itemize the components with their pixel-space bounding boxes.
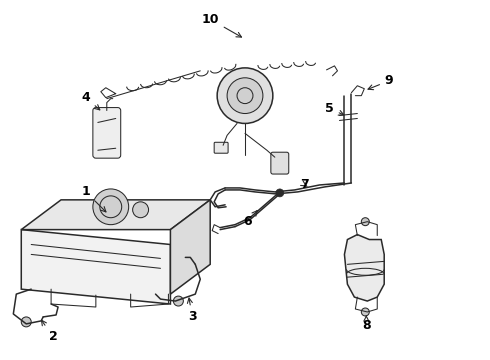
Circle shape [227,78,263,113]
Text: 5: 5 [325,102,344,115]
Circle shape [133,202,148,218]
Text: 8: 8 [362,316,370,332]
FancyBboxPatch shape [214,142,228,153]
Text: 4: 4 [81,91,100,110]
Text: 6: 6 [244,211,257,228]
Text: 10: 10 [201,13,242,37]
Polygon shape [344,235,384,301]
Circle shape [217,68,273,123]
Circle shape [21,317,31,327]
Polygon shape [21,200,210,230]
Text: 9: 9 [368,74,393,90]
Text: 3: 3 [187,298,196,323]
Polygon shape [21,230,171,304]
Circle shape [361,308,369,316]
Text: 1: 1 [81,185,106,212]
Text: 2: 2 [42,320,57,343]
Circle shape [93,189,129,225]
Circle shape [361,218,369,226]
FancyBboxPatch shape [271,152,289,174]
Polygon shape [171,200,210,294]
Circle shape [276,189,284,197]
Text: 7: 7 [300,179,309,192]
FancyBboxPatch shape [93,108,121,158]
Circle shape [173,296,183,306]
